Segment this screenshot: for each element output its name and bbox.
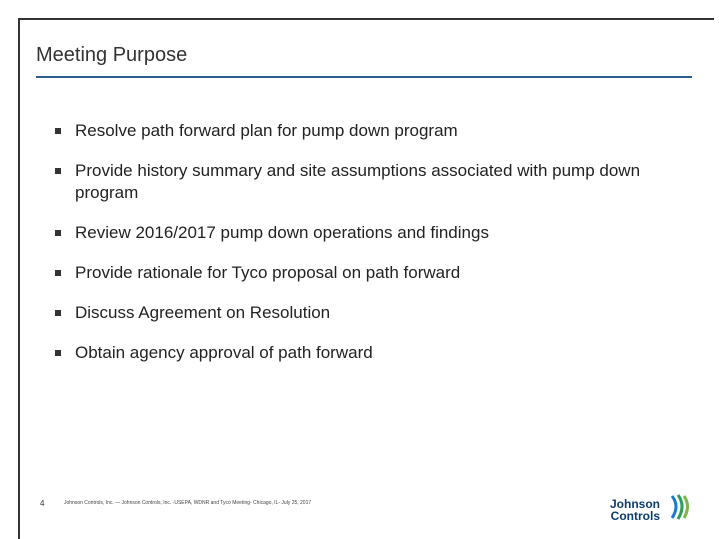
bullet-item: Obtain agency approval of path forward (55, 342, 695, 364)
page-number: 4 (40, 499, 45, 508)
bullet-list: Resolve path forward plan for pump down … (55, 120, 695, 382)
bullet-item: Provide history summary and site assumpt… (55, 160, 695, 204)
bullet-item: Review 2016/2017 pump down operations an… (55, 222, 695, 244)
bullet-item: Discuss Agreement on Resolution (55, 302, 695, 324)
logo-line: Controls (610, 509, 660, 523)
title-rule (36, 76, 692, 78)
logo-line: Johnson (610, 497, 660, 511)
footer-text: Johnson Controls, Inc. — Johnson Control… (64, 500, 312, 506)
bullet-item: Provide rationale for Tyco proposal on p… (55, 262, 695, 284)
slide (18, 18, 714, 539)
logo-mark (670, 494, 689, 520)
slide-title: Meeting Purpose (36, 44, 188, 66)
bullet-item: Resolve path forward plan for pump down … (55, 120, 695, 142)
logo: Johnson Controls (610, 498, 660, 522)
